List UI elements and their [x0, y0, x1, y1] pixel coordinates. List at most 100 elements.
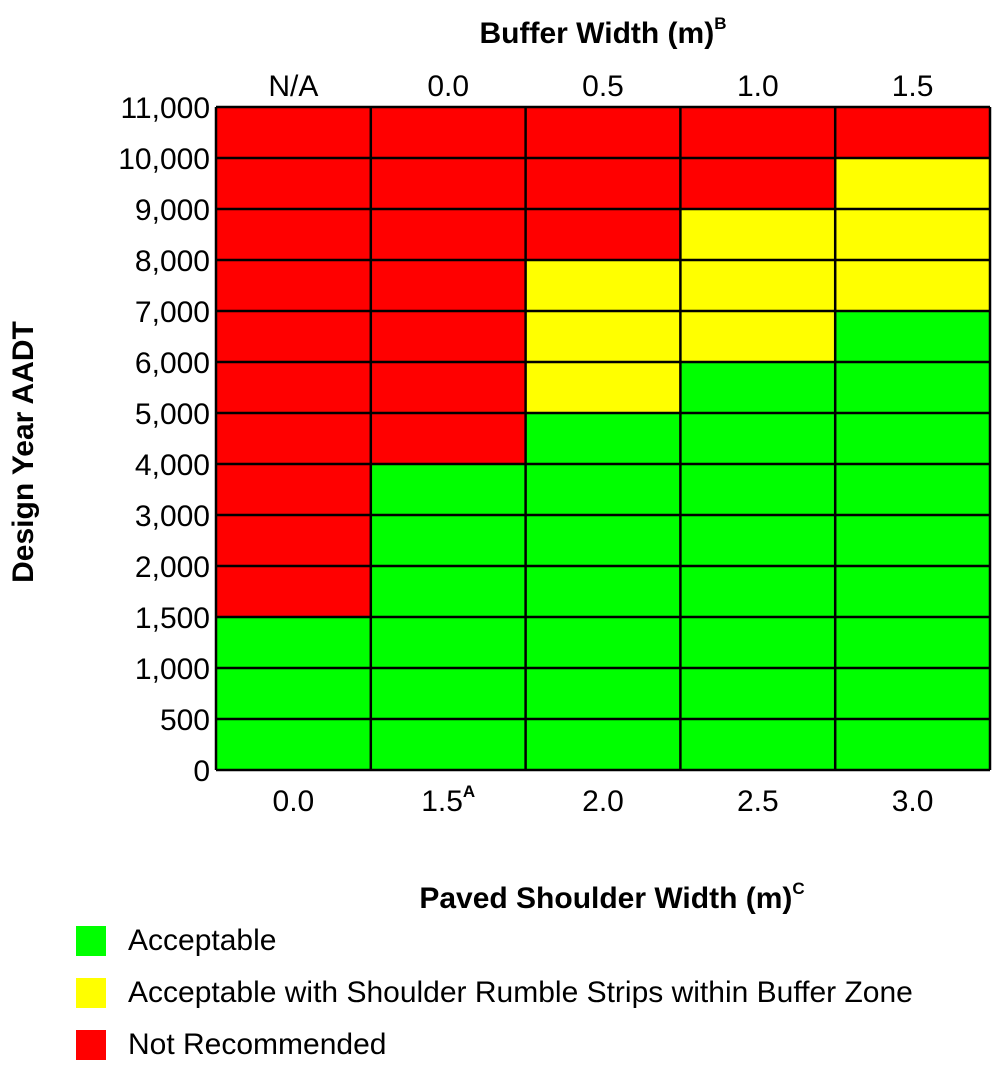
y-tick-label: 500 [160, 704, 210, 737]
top-tick-label: 1.0 [737, 70, 779, 103]
y-tick-label: 5,000 [135, 398, 210, 431]
cell-1500-2000-col-3 [680, 566, 836, 617]
cell-7000-8000-col-3 [680, 260, 836, 311]
cell-0-500-col-0 [216, 719, 371, 770]
cell-1500-2000-col-0 [216, 566, 371, 617]
cell-7000-8000-col-1 [370, 260, 526, 311]
cell-5000-6000-col-3 [680, 362, 836, 413]
cell-0-500-col-1 [370, 719, 526, 770]
cell-8000-9000-col-0 [216, 209, 371, 260]
y-tick-label: 10,000 [118, 143, 210, 176]
cell-1000-1500-col-2 [525, 617, 681, 668]
cell-4000-5000-col-2 [525, 413, 681, 464]
x-tick-label: 2.0 [582, 785, 624, 818]
cell-6000-7000-col-0 [216, 311, 371, 362]
y-tick-label: 9,000 [135, 194, 210, 227]
y-tick-label: 3,000 [135, 500, 210, 533]
legend-swatch-not-recommended [76, 1030, 106, 1060]
cell-1500-2000-col-4 [835, 566, 990, 617]
cell-1000-1500-col-1 [370, 617, 526, 668]
cell-8000-9000-col-4 [835, 209, 990, 260]
cell-9000-10000-col-1 [370, 158, 526, 209]
y-tick-label: 1,000 [135, 653, 210, 686]
cell-2000-3000-col-0 [216, 515, 371, 566]
y-tick-label: 1,500 [135, 602, 210, 635]
x-axis-title: Paved Shoulder Width (m)C [419, 879, 804, 915]
cell-6000-7000-col-3 [680, 311, 836, 362]
cell-4000-5000-col-0 [216, 413, 371, 464]
cell-3000-4000-col-3 [680, 464, 836, 515]
cell-5000-6000-col-2 [525, 362, 681, 413]
x-tick-label: 1.5A [421, 782, 475, 818]
cell-3000-4000-col-4 [835, 464, 990, 515]
grid-layer [214, 105, 992, 772]
cell-4000-5000-col-3 [680, 413, 836, 464]
y-tick-label: 6,000 [135, 347, 210, 380]
cell-0-500-col-2 [525, 719, 681, 770]
cell-4000-5000-col-4 [835, 413, 990, 464]
y-tick-label: 2,000 [135, 551, 210, 584]
cell-5000-6000-col-0 [216, 362, 371, 413]
cell-10000-11000-col-1 [370, 107, 526, 158]
cell-500-1000-col-4 [835, 668, 990, 719]
cell-0-500-col-4 [835, 719, 990, 770]
cell-7000-8000-col-0 [216, 260, 371, 311]
top-tick-label: N/A [268, 70, 318, 103]
cell-2000-3000-col-2 [525, 515, 681, 566]
cell-1000-1500-col-4 [835, 617, 990, 668]
cell-9000-10000-col-0 [216, 158, 371, 209]
cell-7000-8000-col-2 [525, 260, 681, 311]
top-tick-label: 0.5 [582, 70, 624, 103]
cell-1000-1500-col-3 [680, 617, 836, 668]
legend-label-not-recommended: Not Recommended [128, 1028, 387, 1061]
cell-500-1000-col-1 [370, 668, 526, 719]
cell-1500-2000-col-1 [370, 566, 526, 617]
cell-2000-3000-col-3 [680, 515, 836, 566]
cell-8000-9000-col-2 [525, 209, 681, 260]
cell-5000-6000-col-1 [370, 362, 526, 413]
x-tick-label: 0.0 [273, 785, 315, 818]
cell-5000-6000-col-4 [835, 362, 990, 413]
cell-1000-1500-col-0 [216, 617, 371, 668]
labels-layer: 0 500 1,000 1,500 2,000 3,000 4,000 5,000 6,000 7… [7, 14, 933, 915]
cell-10000-11000-col-3 [680, 107, 836, 158]
y-axis-title: Design Year AADT [7, 321, 40, 583]
legend-label-rumble: Acceptable with Shoulder Rumble Strips w… [128, 976, 913, 1009]
cell-3000-4000-col-0 [216, 464, 371, 515]
cell-10000-11000-col-2 [525, 107, 681, 158]
cell-500-1000-col-0 [216, 668, 371, 719]
y-tick-label: 7,000 [135, 296, 210, 329]
cell-8000-9000-col-1 [370, 209, 526, 260]
top-axis-title: Buffer Width (m)B [480, 14, 727, 50]
cell-6000-7000-col-4 [835, 311, 990, 362]
x-tick-label: 2.5 [737, 785, 779, 818]
cell-7000-8000-col-4 [835, 260, 990, 311]
legend-swatch-acceptable [76, 926, 106, 956]
cell-6000-7000-col-1 [370, 311, 526, 362]
cell-8000-9000-col-3 [680, 209, 836, 260]
cell-500-1000-col-2 [525, 668, 681, 719]
cell-4000-5000-col-1 [370, 413, 526, 464]
cell-10000-11000-col-4 [835, 107, 990, 158]
y-tick-label: 8,000 [135, 245, 210, 278]
cell-2000-3000-col-4 [835, 515, 990, 566]
top-tick-label: 0.0 [427, 70, 469, 103]
cell-10000-11000-col-0 [216, 107, 371, 158]
y-tick-label: 11,000 [120, 92, 210, 125]
cell-9000-10000-col-3 [680, 158, 836, 209]
cell-9000-10000-col-4 [835, 158, 990, 209]
cells-layer [216, 107, 990, 770]
y-tick-label: 0 [193, 755, 210, 788]
cell-0-500-col-3 [680, 719, 836, 770]
top-tick-label: 1.5 [892, 70, 934, 103]
cell-9000-10000-col-2 [525, 158, 681, 209]
cell-2000-3000-col-1 [370, 515, 526, 566]
cell-1500-2000-col-2 [525, 566, 681, 617]
cell-6000-7000-col-2 [525, 311, 681, 362]
y-tick-label: 4,000 [135, 449, 210, 482]
x-tick-label: 3.0 [892, 785, 934, 818]
legend-label-acceptable: Acceptable [128, 924, 277, 957]
legend-swatch-rumble [76, 978, 106, 1008]
